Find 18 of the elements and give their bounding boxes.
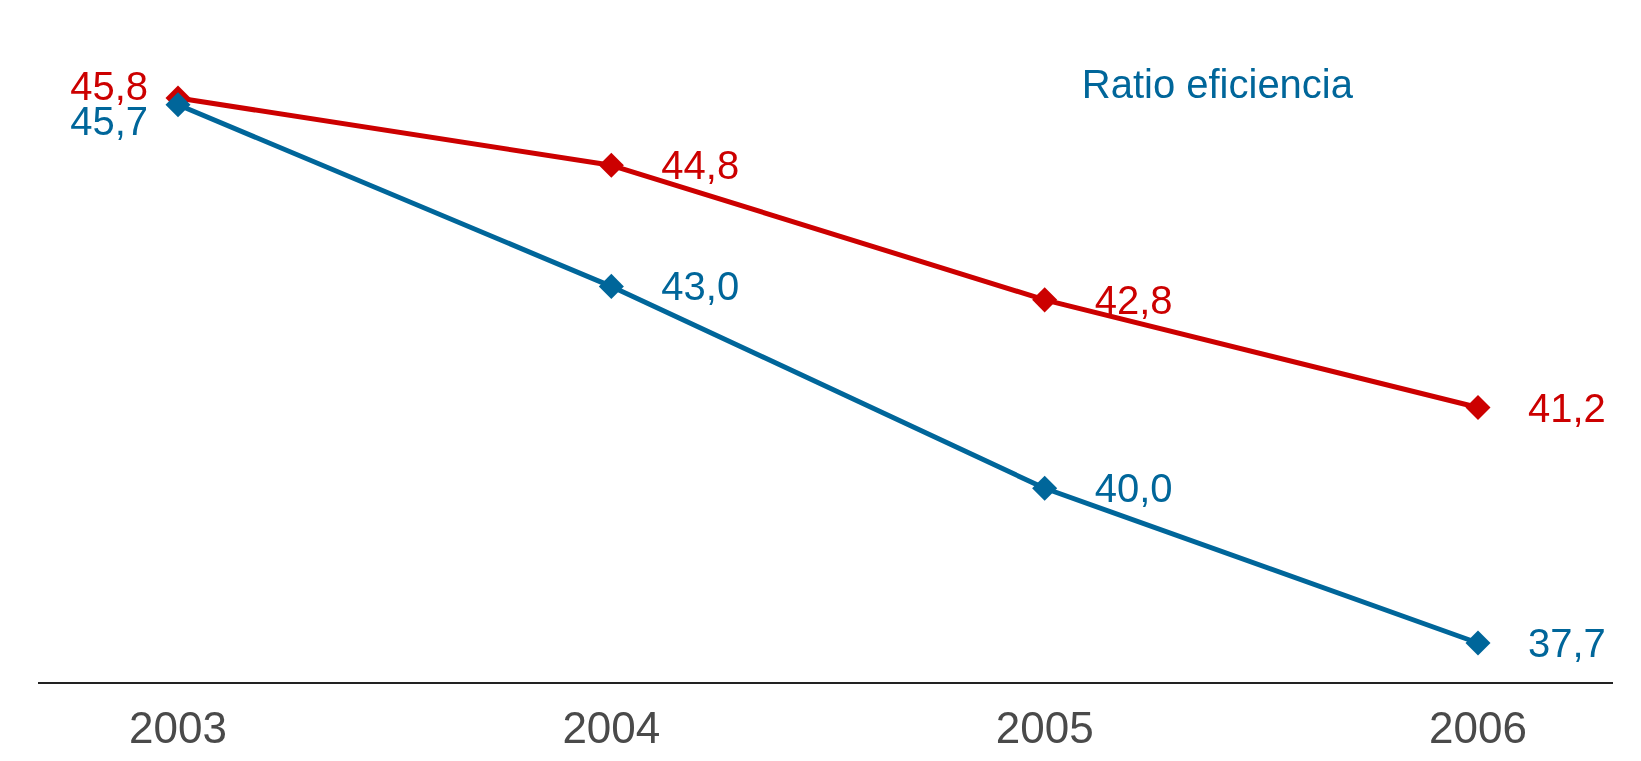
data-label: 37,7 — [1528, 621, 1606, 665]
point — [1465, 630, 1491, 656]
x-tick-label: 2003 — [129, 703, 227, 752]
data-label: 44,8 — [661, 143, 740, 188]
point — [598, 273, 624, 299]
point — [1032, 287, 1058, 313]
point — [1465, 394, 1491, 421]
x-tick-label: 2005 — [995, 703, 1094, 752]
point — [598, 152, 624, 178]
data-label: 43,0 — [661, 264, 740, 309]
x-tick-label: 2004 — [562, 703, 661, 752]
point — [1032, 475, 1058, 501]
data-label: 42,8 — [1094, 277, 1173, 322]
text: Ratio eficiencia — [1081, 62, 1354, 106]
data-label: 41,2 — [1528, 385, 1606, 430]
data-label: 40,0 — [1094, 466, 1173, 511]
x-tick-label: 2006 — [1429, 703, 1527, 752]
point — [165, 92, 191, 118]
